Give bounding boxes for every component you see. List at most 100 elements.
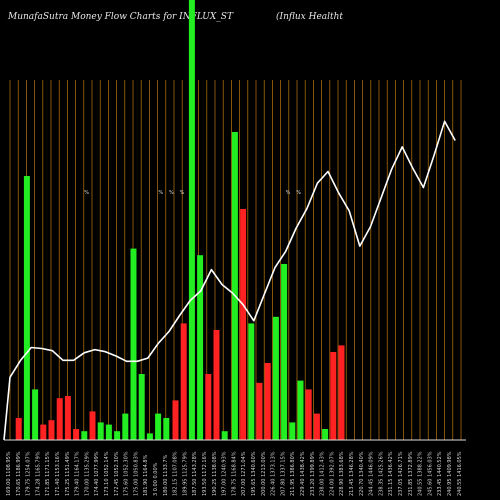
x-tick-label: 178.75 1168.84%	[231, 451, 237, 496]
x-tick-label: 207.00 1271.04%	[241, 451, 247, 496]
money-flow-bar	[32, 389, 39, 440]
x-tick-label: 233.45 1440.52%	[437, 451, 443, 496]
money-flow-bar	[163, 418, 170, 440]
money-flow-bar	[256, 382, 263, 440]
money-flow-bar	[248, 323, 255, 440]
percent-markers: %%%%%%	[84, 190, 301, 196]
x-tick-label: 179.75 1254.07%	[26, 451, 32, 496]
money-flow-bar	[205, 374, 212, 440]
money-flow-bar	[313, 413, 320, 440]
money-flow-bar	[213, 330, 220, 440]
x-tick-label: 245.60 1456.03%	[427, 451, 433, 496]
x-tick-label: 231.85 1372.89%	[408, 451, 414, 496]
x-tick-label: 197.00 1240.93%	[222, 451, 228, 496]
x-tick-label: 175.00 1050.83%	[133, 451, 139, 496]
percent-marker: %	[158, 190, 163, 196]
money-flow-bars	[15, 0, 345, 440]
x-tick-label: 240.95 1409.98%	[447, 451, 453, 496]
x-tick-label: 3 0.00 0.00%	[153, 462, 159, 496]
money-flow-bar	[40, 424, 47, 440]
x-tick-label: 226.40 1373.13%	[271, 451, 277, 496]
money-flow-bar	[114, 431, 121, 440]
x-tick-label: 207.80 1337.15%	[280, 451, 286, 496]
percent-marker: %	[296, 190, 301, 196]
x-tick-label: 238.00 1412.43%	[320, 451, 326, 496]
x-tick-label: 181.90 1164.8%	[143, 454, 149, 496]
percent-marker: %	[169, 190, 174, 196]
x-tick-label: 200.00 1213.00%	[261, 451, 267, 496]
money-flow-bar	[146, 433, 153, 440]
money-flow-bar	[281, 264, 288, 440]
x-tick-label: 175.60 1052.30%	[124, 451, 130, 496]
money-flow-bar	[322, 429, 329, 440]
x-tick-label: 174.28 1165.79%	[35, 451, 41, 496]
money-flow-bar	[297, 380, 304, 440]
money-flow-bar	[81, 431, 88, 440]
chart-subtitle: (Influx Healtht	[276, 12, 344, 22]
money-flow-bar	[73, 429, 80, 440]
x-tick-label: 187.50 1143.28%	[192, 451, 198, 496]
x-tick-label: 169.00 1108.95%	[6, 451, 12, 496]
x-tick-label: 231.15 1436.42%	[388, 451, 394, 496]
x-tick-label: 240.55 1388.22%	[418, 451, 424, 496]
price-line	[3, 120, 456, 441]
x-tick-label: 193.50 1172.16%	[202, 451, 208, 496]
money-flow-bar	[89, 411, 96, 440]
money-flow-bar	[97, 422, 104, 440]
percent-marker: %	[286, 190, 291, 196]
x-tick-label: 175.25 1151.49%	[65, 451, 71, 496]
x-tick-label: 237.05 1426.71%	[398, 451, 404, 496]
x-tick-label: 182.15 1107.08%	[173, 451, 179, 496]
money-flow-bar	[180, 323, 187, 440]
x-tick-label: 179.40 1164.17%	[75, 451, 81, 496]
x-tick-label: 228.90 1383.68%	[339, 451, 345, 496]
x-tick-label: 170.00 1135.29%	[84, 451, 90, 496]
x-tick-label: 171.40 1153.16%	[55, 451, 61, 496]
money-flow-bar	[64, 396, 71, 440]
x-tick-label: 213.45 1346.28%	[349, 451, 355, 496]
money-flow-bar	[221, 431, 228, 440]
x-axis-tick-labels: 169.00 1108.95% 170.65 1186.99% 179.75 125…	[6, 451, 463, 496]
x-tick-label: 240.55 1416.05%	[457, 451, 463, 496]
money-flow-bar	[338, 345, 345, 440]
money-flow-bar	[105, 424, 112, 440]
money-flow-bar	[138, 374, 145, 440]
money-flow-bar	[330, 352, 337, 440]
money-flow-bar	[240, 209, 247, 440]
x-tick-label: 189.95 1125.79%	[182, 451, 188, 496]
percent-marker: %	[84, 190, 89, 196]
money-flow-bar	[289, 422, 296, 440]
money-flow-bar	[264, 363, 271, 440]
x-tick-label: 238.35 1425.26%	[378, 451, 384, 496]
money-flow-bar	[197, 255, 204, 440]
x-tick-label: 170.65 1186.99%	[16, 451, 22, 496]
x-tick-label: 233.20 1399.89%	[310, 451, 316, 496]
x-tick-label: 174.40 1077.99%	[94, 451, 100, 496]
x-tick-label: 229.40 1438.42%	[300, 451, 306, 496]
chart-title: MunafaSutra Money Flow Charts for INFLUX…	[8, 12, 233, 22]
money-flow-bar	[56, 398, 63, 440]
x-tick-label: 173.10 1052.14%	[104, 451, 110, 496]
money-flow-bar	[48, 420, 55, 440]
x-tick-label: 220.70 1340.40%	[359, 451, 365, 496]
money-flow-bar	[155, 413, 162, 440]
money-flow-bar	[188, 0, 195, 440]
money-flow-bar	[15, 418, 22, 440]
money-flow-bar	[130, 248, 137, 440]
x-tick-label: 172.45 1052.30%	[114, 451, 120, 496]
money-flow-bar	[172, 400, 179, 440]
money-flow-bar	[122, 413, 129, 440]
x-tick-label: 244.45 1446.09%	[369, 451, 375, 496]
x-tick-label: 171.85 1171.15%	[45, 451, 51, 496]
money-flow-bar	[231, 132, 238, 440]
x-tick-label: 224.00 1392.07%	[329, 451, 335, 496]
x-tick-label: 190.25 1138.08%	[212, 451, 218, 496]
x-tick-label: 180.00 1133.7%	[163, 454, 169, 496]
money-flow-bar	[23, 176, 30, 440]
money-flow-bar	[305, 389, 312, 440]
x-tick-label: 195.65 1340.60%	[251, 451, 257, 496]
x-tick-label: 211.95 1386.80%	[290, 451, 296, 496]
money-flow-bar	[272, 316, 279, 440]
percent-marker: %	[180, 190, 185, 196]
